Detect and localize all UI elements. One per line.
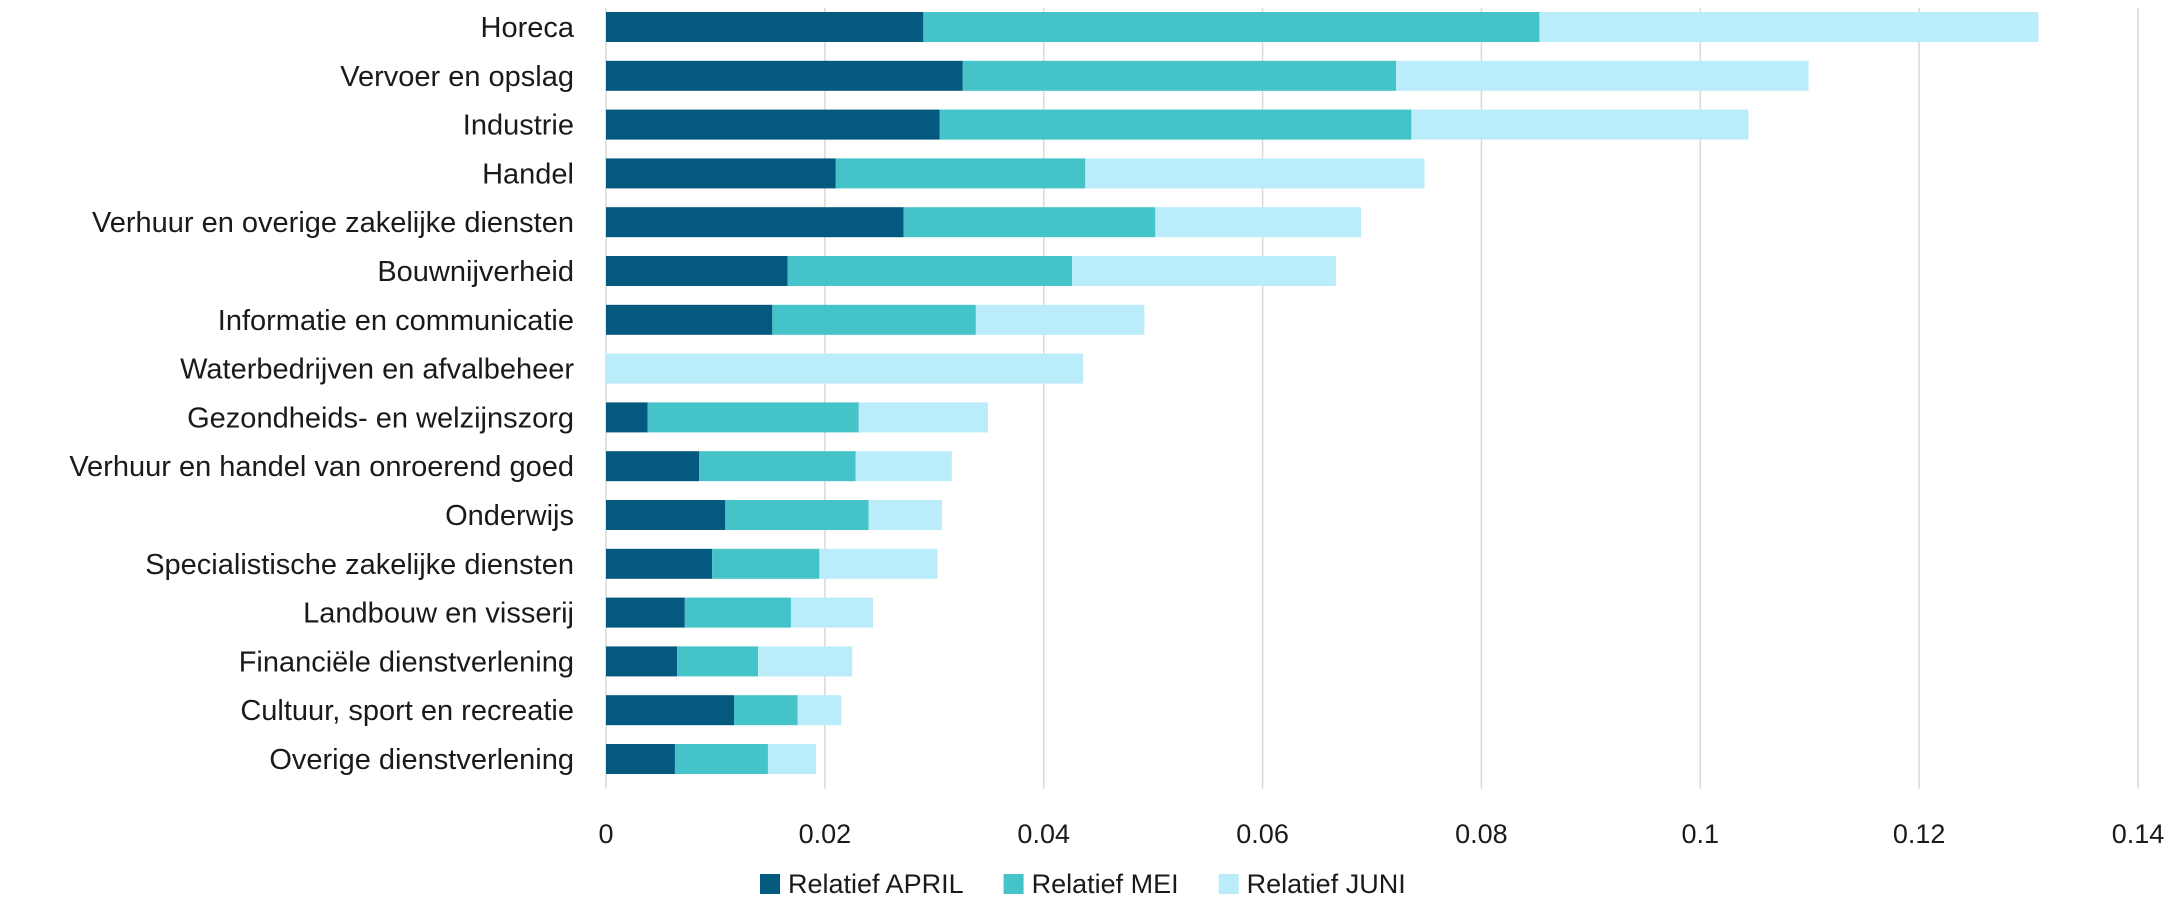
bar-2 <box>699 451 856 482</box>
bar-1 <box>606 304 773 335</box>
bar-2 <box>939 109 1412 140</box>
x-tick-label: 0.08 <box>1455 819 1508 849</box>
bar-3 <box>858 402 988 433</box>
bar-1 <box>606 744 675 774</box>
bar-1 <box>606 500 726 530</box>
bar-3 <box>767 744 817 774</box>
bar-3 <box>1539 12 2039 42</box>
bar-2 <box>647 402 859 433</box>
bar-2 <box>712 548 820 579</box>
bar-3 <box>975 304 1145 335</box>
bar-1 <box>606 548 713 579</box>
legend-swatch <box>760 874 780 894</box>
bar-1 <box>606 207 904 238</box>
legend-label: Relatief JUNI <box>1247 869 1406 899</box>
bar-1 <box>606 402 648 433</box>
category-label: Landbouw en visserij <box>303 598 574 630</box>
x-tick-label: 0.1 <box>1682 819 1720 849</box>
bar-3 <box>606 353 1084 384</box>
x-tick-label: 0.12 <box>1893 819 1946 849</box>
category-label: Bouwnijverheid <box>377 256 574 288</box>
bar-1 <box>606 695 735 726</box>
x-tick-label: 0.02 <box>799 819 852 849</box>
category-label: Industrie <box>463 110 574 142</box>
bar-2 <box>734 695 798 726</box>
bar-2 <box>684 597 791 628</box>
bar-2 <box>725 500 869 530</box>
bar-3 <box>797 695 842 726</box>
category-label: Vervoer en opslag <box>340 61 574 93</box>
bar-1 <box>606 158 836 189</box>
bar-2 <box>962 60 1397 91</box>
category-label: Financiële dienstverlening <box>239 646 574 678</box>
bar-3 <box>868 500 942 530</box>
category-label: Onderwijs <box>445 500 574 532</box>
bar-1 <box>606 12 924 42</box>
legend-label: Relatief APRIL <box>788 869 964 899</box>
x-tick-label: 0 <box>598 819 613 849</box>
x-tick-label: 0.06 <box>1236 819 1289 849</box>
category-labels: Horeca Vervoer en opslag Industrie Handel Ve… <box>69 12 575 776</box>
category-label: Waterbedrijven en afvalbeheer <box>180 354 574 386</box>
category-label: Handel <box>482 158 574 190</box>
bar-1 <box>606 109 940 140</box>
bars <box>606 12 2039 774</box>
bar-1 <box>606 60 963 91</box>
bar-1 <box>606 646 678 677</box>
bar-2 <box>923 12 1540 42</box>
legend-swatch <box>1003 874 1024 894</box>
bar-3 <box>855 451 952 482</box>
bar-3 <box>1396 60 1809 91</box>
category-label: Cultuur, sport en recreatie <box>240 695 574 727</box>
category-label: Horeca <box>481 12 575 44</box>
category-label: Overige dienstverlening <box>269 744 574 776</box>
x-tick-label: 0.04 <box>1017 819 1070 849</box>
bar-1 <box>606 451 700 482</box>
bar-3 <box>1085 158 1425 189</box>
bar-3 <box>790 597 874 628</box>
category-label: Specialistische zakelijke diensten <box>145 549 574 581</box>
category-label: Verhuur en handel van onroerend goed <box>69 451 574 483</box>
bar-1 <box>606 597 685 628</box>
category-label: Informatie en communicatie <box>218 305 574 337</box>
bar-3 <box>1072 256 1336 286</box>
legend: Relatief APRIL Relatief MEI Relatief JUNI <box>760 869 1406 899</box>
bar-1 <box>606 256 788 286</box>
category-label: Gezondheids- en welzijnszorg <box>187 402 574 434</box>
x-axis-tick-labels: 0 0.02 0.04 0.06 0.08 0.1 0.12 0.14 <box>598 819 2164 849</box>
bar-2 <box>835 158 1086 189</box>
bar-3 <box>758 646 853 677</box>
bar-2 <box>674 744 768 774</box>
category-label: Verhuur en overige zakelijke diensten <box>92 207 574 239</box>
bar-3 <box>1411 109 1749 140</box>
bar-2 <box>772 304 976 335</box>
x-tick-label: 0.14 <box>2112 819 2165 849</box>
bar-2 <box>787 256 1073 286</box>
bar-3 <box>1155 207 1362 238</box>
legend-label: Relatief MEI <box>1032 869 1179 899</box>
bar-2 <box>903 207 1156 238</box>
legend-swatch <box>1218 874 1239 894</box>
bar-2 <box>677 646 759 677</box>
bar-3 <box>819 548 938 579</box>
